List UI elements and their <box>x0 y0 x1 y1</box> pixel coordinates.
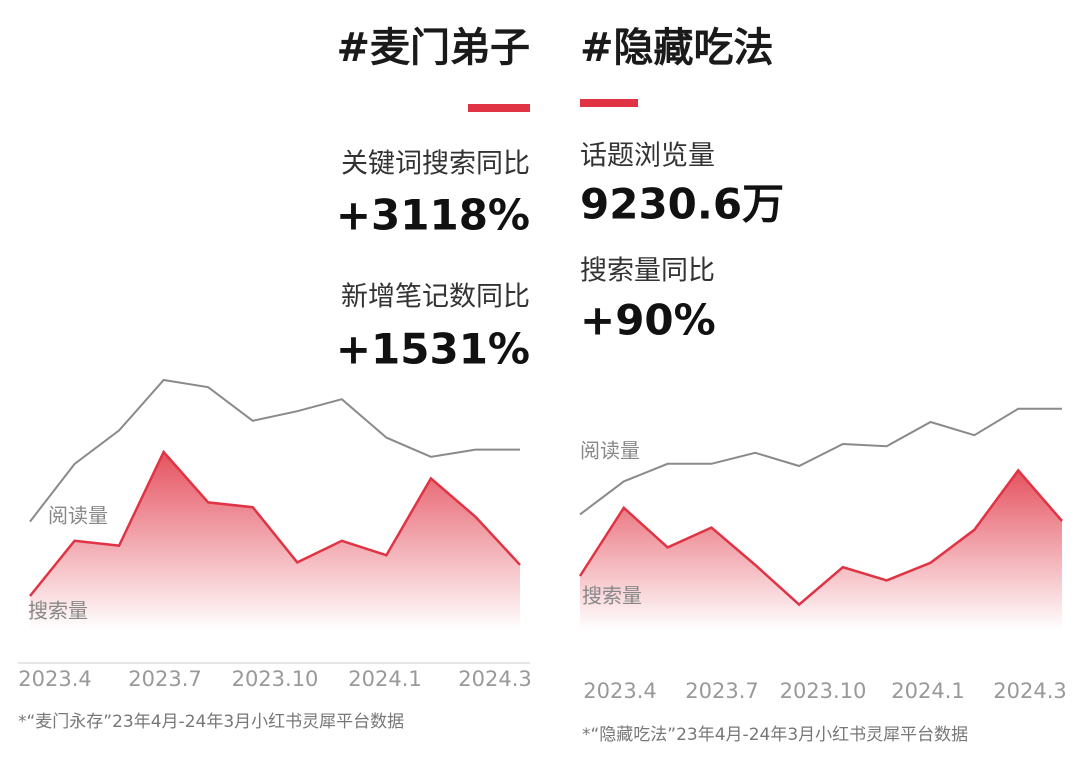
x-tick-label: 2023.4 <box>583 679 656 703</box>
stat-value: +90% <box>580 296 716 345</box>
accent-bar <box>468 104 530 112</box>
area-fill <box>580 470 1062 630</box>
accent-bar <box>580 99 638 107</box>
stat-label: 搜索量同比 <box>580 256 715 287</box>
x-tick-label: 2023.7 <box>128 667 201 691</box>
series-label: 阅读量 <box>580 439 640 463</box>
area-fill <box>30 452 520 630</box>
series-label: 搜索量 <box>28 599 88 623</box>
stat-value: +3118% <box>336 191 530 240</box>
panel-title: #麦门弟子 <box>336 25 530 71</box>
series-line <box>579 407 1062 516</box>
x-tick-label: 2023.10 <box>232 667 319 691</box>
x-tick-label: 2024.3 <box>993 679 1066 703</box>
stat-value: 9230.6万 <box>580 180 784 229</box>
x-tick-label: 2023.4 <box>18 667 91 691</box>
series-line <box>29 378 520 523</box>
series-line <box>578 468 1063 607</box>
footnote: *“隐藏吃法”23年4月-24年3月小红书灵犀平台数据 <box>582 725 968 745</box>
x-tick-label: 2023.10 <box>780 679 867 703</box>
x-tick-label: 2024.1 <box>348 667 421 691</box>
panel-title: #隐藏吃法 <box>580 25 774 71</box>
stat-label: 新增笔记数同比 <box>341 282 530 313</box>
x-tick-label: 2024.1 <box>891 679 964 703</box>
x-tick-label: 2023.7 <box>685 679 758 703</box>
series-label: 阅读量 <box>48 504 108 528</box>
stat-label: 话题浏览量 <box>580 141 715 172</box>
series-label: 搜索量 <box>582 584 642 608</box>
x-tick-label: 2024.3 <box>458 667 531 691</box>
stat-label: 关键词搜索同比 <box>341 149 530 180</box>
footnote: *“麦门永存”23年4月-24年3月小红书灵犀平台数据 <box>18 712 404 732</box>
series-line <box>29 449 521 597</box>
stat-value: +1531% <box>336 325 530 374</box>
